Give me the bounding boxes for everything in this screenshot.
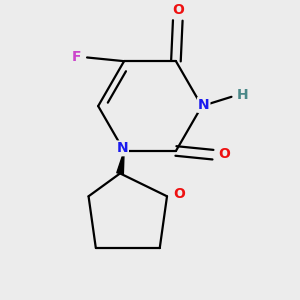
Text: O: O bbox=[218, 147, 230, 161]
Text: N: N bbox=[198, 98, 209, 112]
Text: H: H bbox=[237, 88, 248, 102]
Text: O: O bbox=[172, 3, 184, 17]
Polygon shape bbox=[117, 151, 124, 174]
Text: F: F bbox=[72, 50, 81, 64]
Text: N: N bbox=[116, 141, 128, 155]
Text: O: O bbox=[173, 188, 185, 201]
